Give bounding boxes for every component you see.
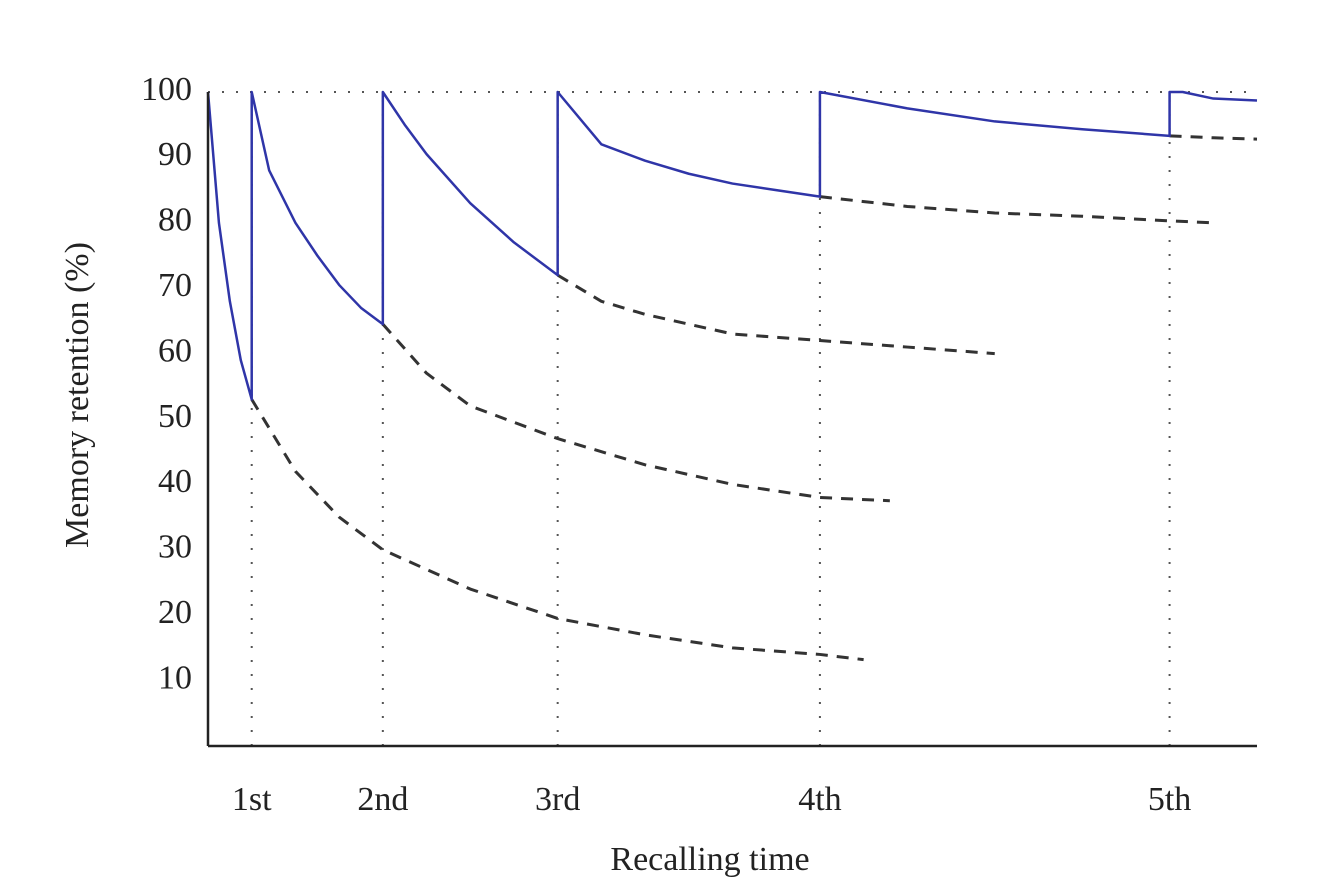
dashed-line: [819, 195, 1214, 225]
y-tick-label: 20: [158, 594, 192, 631]
x-tick-label: 1st: [232, 781, 272, 818]
y-tick-label: 30: [158, 529, 192, 566]
x-tick-label: 4th: [798, 781, 841, 818]
x-axis-label: Recalling time: [610, 841, 809, 878]
dashed-line: [381, 323, 890, 503]
x-tick-label: 2nd: [357, 781, 408, 818]
dashed-line: [1169, 134, 1258, 141]
y-tick-label: 10: [158, 659, 192, 696]
x-tick-label: 3rd: [535, 781, 580, 818]
y-tick-label: 40: [158, 463, 192, 500]
y-tick-label: 90: [158, 136, 192, 173]
dashed-line: [556, 273, 995, 356]
line: [206, 90, 1258, 401]
y-tick-label: 80: [158, 202, 192, 239]
y-axis-label: Memory retention (%): [59, 242, 96, 548]
y-tick-label: 100: [141, 71, 192, 108]
y-tick-label: 50: [158, 398, 192, 435]
y-tick-label: 70: [158, 267, 192, 304]
y-tick-label: 60: [158, 332, 192, 369]
x-tick-label: 5th: [1148, 781, 1191, 818]
dashed-line: [250, 398, 864, 662]
